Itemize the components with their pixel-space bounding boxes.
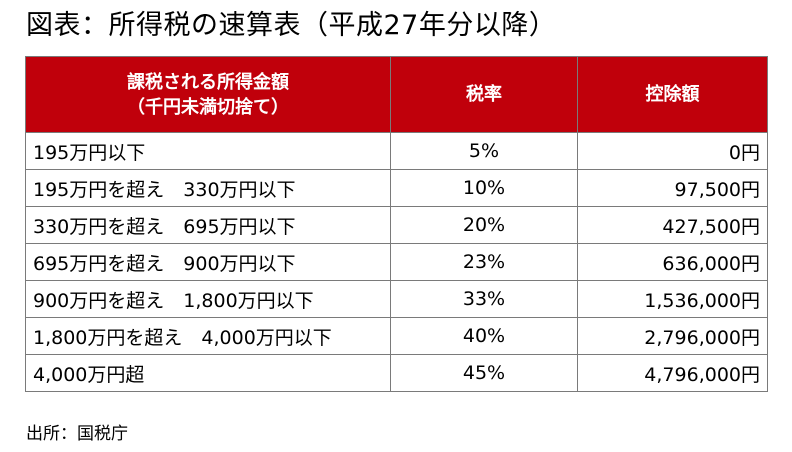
deduction-cell: 4,796,000円 — [577, 354, 768, 392]
tax-rate-cell: 23% — [390, 243, 578, 281]
deduction-cell: 97,500円 — [577, 169, 768, 207]
table-row: 900万円を超え 1,800万円以下 33% 1,536,000円 — [25, 280, 768, 318]
deduction-cell: 2,796,000円 — [577, 317, 768, 355]
deduction-cell: 1,536,000円 — [577, 280, 768, 318]
income-cell: 4,000万円超 — [25, 354, 391, 392]
source-note: 出所：国税庁 — [26, 424, 128, 444]
header-deduction: 控除額 — [577, 56, 768, 133]
income-cell: 330万円を超え 695万円以下 — [25, 206, 391, 244]
header-taxable-income: 課税される所得金額 （千円未満切捨て） — [25, 56, 391, 133]
income-cell: 195万円以下 — [25, 132, 391, 170]
deduction-cell: 427,500円 — [577, 206, 768, 244]
tax-rate-cell: 10% — [390, 169, 578, 207]
tax-rate-cell: 45% — [390, 354, 578, 392]
table-row: 330万円を超え 695万円以下 20% 427,500円 — [25, 206, 768, 244]
deduction-cell: 0円 — [577, 132, 768, 170]
deduction-cell: 636,000円 — [577, 243, 768, 281]
table-body: 195万円以下 5% 0円 195万円を超え 330万円以下 10% 97,500円 330… — [25, 132, 768, 392]
tax-rate-cell: 40% — [390, 317, 578, 355]
table-row: 1,800万円を超え 4,000万円以下 40% 2,796,000円 — [25, 317, 768, 355]
header-taxable-income-line1: 課税される所得金額 — [127, 71, 289, 93]
table-header-row: 課税される所得金額 （千円未満切捨て） 税率 控除額 — [25, 56, 768, 133]
income-cell: 1,800万円を超え 4,000万円以下 — [25, 317, 391, 355]
table-row: 195万円を超え 330万円以下 10% 97,500円 — [25, 169, 768, 207]
page-title: 図表：所得税の速算表（平成27年分以降） — [26, 10, 557, 41]
income-cell: 900万円を超え 1,800万円以下 — [25, 280, 391, 318]
tax-rate-cell: 5% — [390, 132, 578, 170]
table-row: 195万円以下 5% 0円 — [25, 132, 768, 170]
tax-rate-cell: 20% — [390, 206, 578, 244]
tax-rate-table: 課税される所得金額 （千円未満切捨て） 税率 控除額 195万円以下 5% 0円 19… — [25, 56, 768, 392]
header-taxable-income-line2: （千円未満切捨て） — [127, 96, 289, 118]
table-row: 695万円を超え 900万円以下 23% 636,000円 — [25, 243, 768, 281]
income-cell: 695万円を超え 900万円以下 — [25, 243, 391, 281]
header-tax-rate: 税率 — [390, 56, 578, 133]
income-cell: 195万円を超え 330万円以下 — [25, 169, 391, 207]
table-row: 4,000万円超 45% 4,796,000円 — [25, 354, 768, 392]
tax-rate-cell: 33% — [390, 280, 578, 318]
